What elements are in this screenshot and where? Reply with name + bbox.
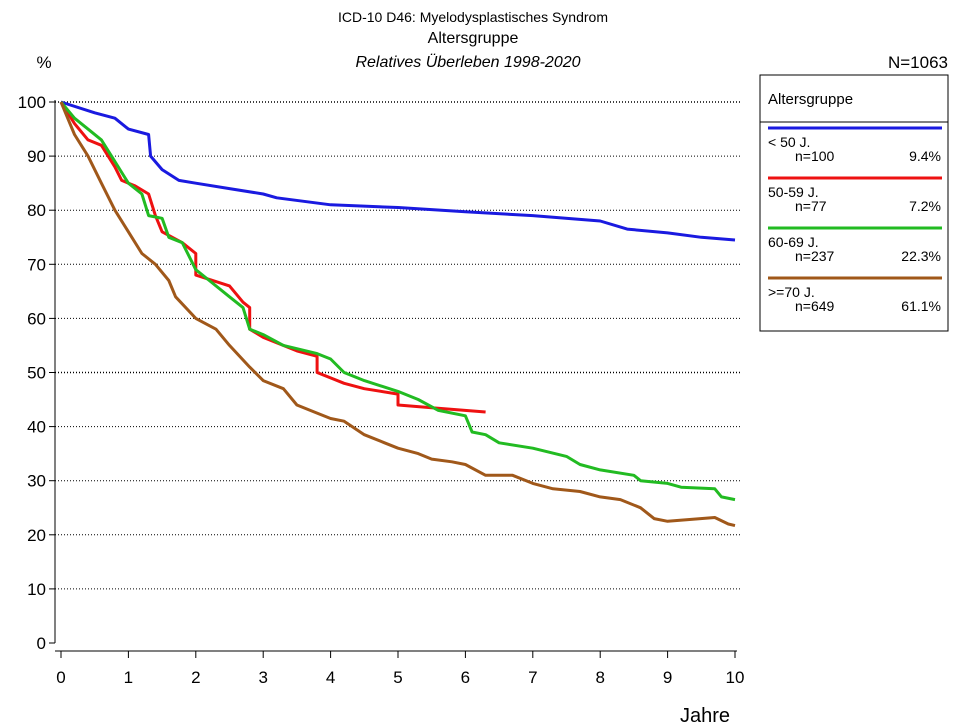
n-total: N=1063 xyxy=(888,53,948,72)
x-tick-label: 1 xyxy=(124,668,133,687)
y-tick-label: 20 xyxy=(27,526,46,545)
series-line xyxy=(59,101,486,414)
y-tick-label: 60 xyxy=(27,309,46,328)
legend-box xyxy=(759,74,949,332)
legend-label: 60-69 J. xyxy=(768,234,819,250)
y-tick-label: 40 xyxy=(27,418,46,437)
legend-n: n=100 xyxy=(795,148,835,164)
legend-label: 50-59 J. xyxy=(768,184,819,200)
y-axis-label: % xyxy=(36,53,51,72)
x-tick-label: 3 xyxy=(258,668,267,687)
x-tick-label: 7 xyxy=(528,668,537,687)
y-tick-label: 90 xyxy=(27,147,46,166)
x-tick-label: 4 xyxy=(326,668,335,687)
series-line xyxy=(59,101,736,502)
x-tick-label: 2 xyxy=(191,668,200,687)
legend-share: 61.1% xyxy=(901,298,941,314)
legend-share: 22.3% xyxy=(901,248,941,264)
y-tick-label: 30 xyxy=(27,472,46,491)
legend-share: 9.4% xyxy=(909,148,941,164)
x-tick-label: 5 xyxy=(393,668,402,687)
legend-label: >=70 J. xyxy=(768,284,815,300)
y-tick-label: 100 xyxy=(18,93,46,112)
y-tick-label: 10 xyxy=(27,580,46,599)
legend-label: < 50 J. xyxy=(768,134,810,150)
x-tick-label: 10 xyxy=(726,668,745,687)
chart-subtitle: Relatives Überleben 1998-2020 xyxy=(355,53,580,71)
x-tick-label: 8 xyxy=(595,668,604,687)
series-line xyxy=(59,101,736,528)
y-tick-label: 50 xyxy=(27,364,46,383)
x-axis-label: Jahre xyxy=(680,705,730,727)
series-line xyxy=(60,100,736,242)
y-tick-label: 0 xyxy=(37,634,46,653)
x-tick-label: 9 xyxy=(663,668,672,687)
y-tick-label: 80 xyxy=(27,201,46,220)
legend-n: n=77 xyxy=(795,198,827,214)
legend-n: n=237 xyxy=(795,248,835,264)
legend-n: n=649 xyxy=(795,298,835,314)
x-tick-label: 0 xyxy=(56,668,65,687)
y-tick-label: 70 xyxy=(27,255,46,274)
x-tick-label: 6 xyxy=(461,668,470,687)
legend-title: Altersgruppe xyxy=(768,91,853,108)
legend-share: 7.2% xyxy=(909,198,941,214)
chart-subtitle: Altersgruppe xyxy=(428,30,519,47)
chart-title: ICD-10 D46: Myelodysplastisches Syndrom xyxy=(338,9,608,25)
